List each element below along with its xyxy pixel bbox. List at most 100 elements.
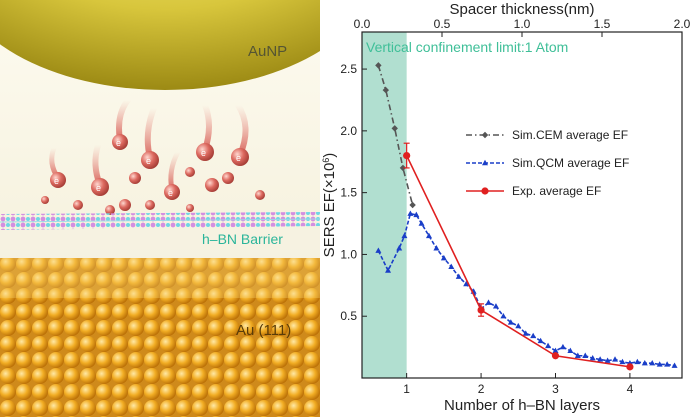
triangle-marker [567, 347, 574, 354]
circle-marker [403, 151, 411, 160]
triangle-marker [671, 362, 678, 368]
triangle-marker [500, 313, 507, 319]
triangle-marker [413, 211, 420, 218]
triangle-marker [522, 330, 529, 336]
triangle-marker [463, 280, 470, 287]
triangle-marker [552, 347, 559, 354]
y-tick-label: 1.5 [340, 186, 357, 200]
electron [112, 134, 128, 150]
hbn-barrier-layer [0, 212, 320, 230]
au111-label: Au (111) [236, 322, 291, 339]
y-tick-label: 2.0 [340, 124, 357, 138]
electron [255, 190, 265, 200]
triangle-marker [425, 232, 432, 239]
electron-label: e [146, 156, 151, 166]
diamond-marker [481, 131, 489, 139]
triangle-marker [407, 210, 414, 216]
triangle-marker [507, 319, 514, 325]
electron-cloud: e e e e e e e [41, 97, 265, 215]
diamond-marker [409, 201, 416, 209]
sers-chart: Vertical confinement limit:1 Atom 1 2 3 4 0.… [321, 1, 691, 414]
legend: Sim.CEM average EF Sim.QCM average EF Exp.… [466, 128, 629, 198]
top-axis-tick-label: 2.0 [674, 17, 691, 31]
series-line-sim-cem-average-ef [377, 65, 414, 206]
confinement-label: Vertical confinement limit:1 Atom [366, 39, 568, 55]
electron [222, 172, 234, 184]
triangle-marker [433, 245, 440, 251]
top-axis-tick-label: 1.0 [514, 17, 531, 31]
triangle-marker [515, 322, 522, 329]
triangle-marker [401, 232, 408, 239]
electron [164, 184, 180, 200]
triangle-marker [649, 359, 656, 366]
legend-label-sim-qcm-average-ef: Sim.QCM average EF [512, 156, 629, 170]
series-group [375, 62, 678, 371]
triangle-marker [574, 352, 581, 358]
x-tick-label: 3 [552, 382, 559, 396]
electron [145, 200, 155, 210]
axes: 1 2 3 4 0.5 1.0 1.5 2.0 2.5 0.0 0.5 1.0 1.5 2.0 [340, 17, 690, 396]
triangle-marker [641, 359, 648, 366]
y-axis-label: SERS EF(×106) [321, 153, 338, 258]
top-axis-tick-label: 0.5 [434, 17, 451, 31]
triangle-marker [582, 352, 589, 358]
electron [50, 172, 66, 188]
triangle-marker [530, 332, 537, 339]
triangle-marker [418, 220, 425, 226]
circle-marker [481, 187, 489, 195]
triangle-marker [589, 355, 596, 361]
electron-label: e [116, 138, 121, 148]
electron [185, 167, 195, 177]
triangle-marker [482, 159, 488, 166]
triangle-marker [604, 357, 611, 363]
triangle-marker [656, 361, 663, 367]
diamond-marker [391, 125, 398, 132]
electron [231, 148, 249, 166]
y-tick-label: 1.0 [340, 247, 357, 261]
triangle-marker [448, 263, 455, 269]
triangle-marker [375, 247, 382, 253]
electron [105, 205, 115, 215]
triangle-marker [634, 358, 641, 365]
hbn-barrier-label: h–BN Barrier [202, 231, 283, 247]
diamond-marker [399, 164, 407, 172]
top-axis-tick-label: 0.0 [354, 17, 371, 31]
triangle-marker [559, 343, 566, 350]
schematic-illustration: AuNP e [0, 0, 320, 417]
triangle-marker [612, 356, 619, 362]
electron [186, 204, 194, 212]
circle-marker [477, 306, 485, 314]
top-axis-tick-label: 1.5 [594, 17, 611, 31]
electron-label: e [54, 176, 59, 186]
circle-marker [626, 363, 634, 371]
triangle-marker [664, 361, 671, 367]
electron-label: e [201, 148, 206, 158]
legend-label-exp-average-ef: Exp. average EF [512, 184, 601, 198]
triangle-marker [537, 337, 544, 344]
au111-substrate [0, 258, 320, 417]
triangle-marker [440, 254, 447, 261]
series-line-exp-average-ef [405, 155, 631, 368]
circle-marker [551, 352, 560, 360]
electron [205, 178, 219, 192]
top-axis-label: Spacer thickness(nm) [449, 1, 594, 18]
triangle-marker [455, 273, 462, 279]
electron [91, 178, 109, 196]
electron [196, 143, 214, 161]
triangle-marker [492, 303, 499, 309]
triangle-marker [597, 356, 604, 362]
electron [119, 199, 131, 211]
triangle-marker [545, 342, 552, 349]
x-tick-label: 1 [403, 382, 410, 396]
triangle-marker [619, 358, 626, 365]
electron [141, 151, 159, 169]
x-axis-label: Number of h–BN layers [444, 397, 600, 414]
triangle-marker [385, 267, 392, 273]
y-tick-label: 2.5 [340, 62, 357, 76]
diamond-marker [375, 62, 382, 69]
gold-nanoparticle [0, 0, 320, 90]
series-line-sim-qcm-average-ef [377, 212, 675, 367]
x-tick-label: 4 [627, 382, 634, 396]
electron [41, 196, 49, 204]
